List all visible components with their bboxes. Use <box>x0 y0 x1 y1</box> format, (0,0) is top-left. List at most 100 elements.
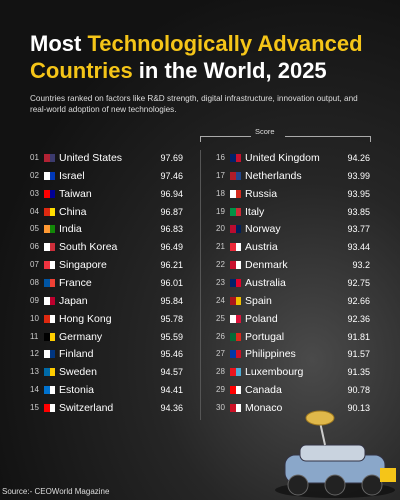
country: Spain <box>245 294 272 307</box>
country: Denmark <box>245 259 288 272</box>
table-row: 05 India 96.83 <box>30 221 183 237</box>
rank: 02 <box>30 170 39 180</box>
table-row: 24 Spain 92.66 <box>216 293 370 309</box>
country: Hong Kong <box>59 312 112 325</box>
country: Russia <box>245 187 278 200</box>
table-row: 30 Monaco 90.13 <box>216 400 370 416</box>
table-row: 18 Russia 93.95 <box>216 186 370 202</box>
rover-illustration <box>275 410 396 498</box>
flag <box>230 261 241 270</box>
country: Sweden <box>59 366 97 379</box>
country: Estonia <box>59 384 95 397</box>
flag <box>44 207 55 216</box>
flag <box>230 171 241 180</box>
country: Japan <box>59 294 88 307</box>
table-row: 22 Denmark 93.2 <box>216 257 370 273</box>
flag <box>44 225 55 234</box>
table-row: 10 Hong Kong 95.78 <box>30 311 183 327</box>
score: 95.46 <box>160 349 183 360</box>
table-row: 27 Philippines 91.57 <box>216 346 370 362</box>
country: Poland <box>245 312 278 325</box>
score: 94.41 <box>160 385 183 396</box>
flag <box>44 154 55 162</box>
country: South Korea <box>59 241 118 254</box>
country: United Kingdom <box>245 152 320 164</box>
rank: 01 <box>30 153 39 162</box>
country: Norway <box>245 223 281 236</box>
country: China <box>59 205 87 218</box>
score: 96.94 <box>160 188 183 199</box>
flag <box>44 171 55 180</box>
country: Germany <box>59 330 103 343</box>
score: 94.57 <box>160 367 183 378</box>
score: 91.35 <box>347 367 370 378</box>
table-row: 21 Austria 93.44 <box>216 239 370 255</box>
country: United States <box>59 152 123 164</box>
title-part: in the World, 2025 <box>132 58 327 83</box>
country: France <box>59 277 92 290</box>
title: Most Technologically Advanced Countries … <box>30 30 375 84</box>
table-row: 25 Poland 92.36 <box>216 311 370 327</box>
flag <box>44 404 55 413</box>
flag <box>230 296 241 305</box>
flag <box>44 189 55 198</box>
flag <box>230 332 241 341</box>
flag <box>44 296 55 305</box>
score: 96.01 <box>160 278 183 289</box>
rank: 13 <box>30 367 39 377</box>
score: 93.2 <box>352 260 370 271</box>
flag <box>230 243 241 252</box>
rank: 15 <box>30 403 39 413</box>
table-row: 06 South Korea 96.49 <box>30 239 183 255</box>
score: 96.21 <box>160 260 183 271</box>
table-row: 23 Australia 92.75 <box>216 275 370 291</box>
rank: 29 <box>216 385 225 395</box>
country: Singapore <box>59 259 107 272</box>
score: 97.46 <box>160 170 183 181</box>
score: 94.26 <box>347 153 370 163</box>
table-row: 29 Canada 90.78 <box>216 382 370 398</box>
score: 90.13 <box>347 403 370 414</box>
country: Luxembourg <box>245 366 304 379</box>
flag <box>230 386 241 395</box>
column-divider <box>200 150 201 420</box>
country: Switzerland <box>59 402 114 415</box>
score: 92.36 <box>347 313 370 324</box>
rank: 07 <box>30 260 39 270</box>
rank: 19 <box>216 206 225 216</box>
country: Netherlands <box>245 169 302 182</box>
country: Philippines <box>245 348 296 361</box>
flag <box>230 350 241 359</box>
score: 93.85 <box>347 206 370 217</box>
country: Canada <box>245 384 282 397</box>
table-row: 17 Netherlands 93.99 <box>216 168 370 184</box>
score: 93.77 <box>347 224 370 235</box>
rank: 18 <box>216 188 225 198</box>
flag <box>44 243 55 252</box>
subtitle: Countries ranked on factors like R&D str… <box>30 94 358 114</box>
flag <box>230 207 241 216</box>
score: 91.81 <box>347 331 370 342</box>
country: Austria <box>245 241 278 254</box>
title-part: Countries <box>30 58 133 83</box>
title-part: Technologically Advanced <box>87 31 363 56</box>
flag <box>44 368 55 377</box>
table-row: 11 Germany 95.59 <box>30 329 183 345</box>
score: 93.95 <box>347 188 370 199</box>
table-row: 04 China 96.87 <box>30 204 183 220</box>
title-part: Most <box>30 31 88 56</box>
score: 95.78 <box>160 313 183 324</box>
score: 91.57 <box>347 349 370 360</box>
flag <box>44 332 55 341</box>
score: 93.44 <box>347 242 370 253</box>
score: 95.59 <box>160 331 183 342</box>
flag <box>44 279 55 288</box>
rank: 03 <box>30 188 39 198</box>
score-header: Score <box>255 127 275 136</box>
score: 92.66 <box>347 295 370 306</box>
flag <box>230 225 241 234</box>
rank: 28 <box>216 367 225 377</box>
country: Monaco <box>245 402 283 415</box>
rank: 26 <box>216 331 225 341</box>
